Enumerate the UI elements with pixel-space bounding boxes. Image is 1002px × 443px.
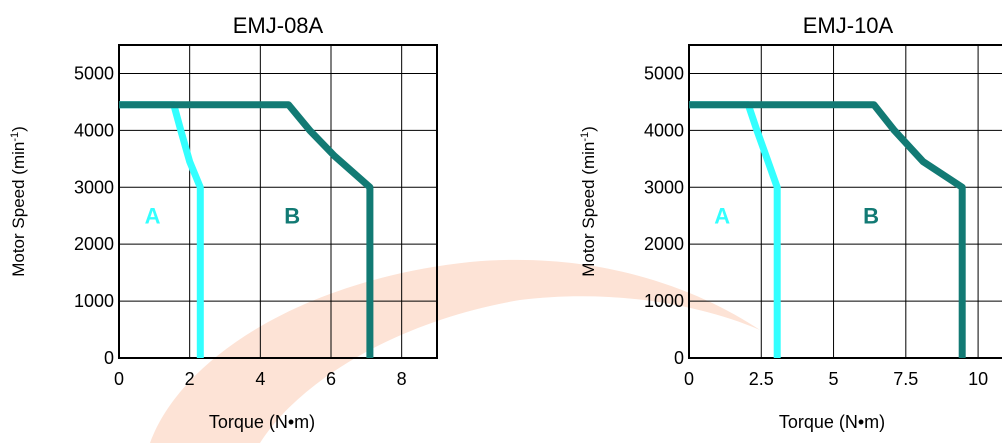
y-tick-label: 3000: [74, 177, 114, 197]
x-axis-label: Torque (N•m): [779, 412, 885, 432]
grid: [689, 45, 1002, 358]
y-tick-label: 0: [674, 348, 684, 368]
x-tick-label: 10: [968, 369, 988, 389]
y-tick-label: 5000: [644, 63, 684, 83]
series-label-b: B: [284, 204, 300, 229]
x-tick-labels: 0 2.5 5 7.5 10: [684, 369, 988, 389]
x-tick-label: 8: [397, 369, 407, 389]
x-tick-label: 0: [114, 369, 124, 389]
y-tick-label: 1000: [644, 291, 684, 311]
y-axis-label: Motor Speed (min-1): [9, 126, 28, 277]
x-tick-label: 4: [255, 369, 265, 389]
y-tick-label: 2000: [644, 234, 684, 254]
grid: [119, 45, 437, 358]
x-axis-label: Torque (N•m): [209, 412, 315, 432]
chart-title: EMJ-10A: [803, 13, 894, 38]
x-tick-labels: 0 2 4 6 8: [114, 369, 407, 389]
y-tick-label: 1000: [74, 291, 114, 311]
watermark-swoosh: [150, 259, 760, 443]
series-line-a: [119, 101, 204, 358]
x-tick-label: 7.5: [893, 369, 918, 389]
y-tick-label: 5000: [74, 63, 114, 83]
y-tick-label: 2000: [74, 234, 114, 254]
x-tick-label: 6: [326, 369, 336, 389]
series-label-a: A: [145, 204, 161, 229]
y-tick-labels: 0 1000 2000 3000 4000 5000: [644, 63, 684, 368]
y-tick-label: 4000: [74, 120, 114, 140]
series-line-b: [119, 101, 374, 358]
x-tick-label: 0: [684, 369, 694, 389]
series-line-a: [689, 101, 781, 358]
plot-frame: [688, 44, 1002, 359]
x-tick-label: 2: [185, 369, 195, 389]
x-tick-label: 5: [829, 369, 839, 389]
chart-title: EMJ-08A: [233, 13, 324, 38]
y-axis-label: Motor Speed (min-1): [579, 126, 598, 277]
x-tick-label: 2.5: [749, 369, 774, 389]
y-tick-labels: 0 1000 2000 3000 4000 5000: [74, 63, 114, 368]
series-label-a: A: [714, 204, 730, 229]
y-tick-label: 0: [104, 348, 114, 368]
series-line-b: [689, 101, 966, 358]
y-tick-label: 4000: [644, 120, 684, 140]
series-label-b: B: [863, 204, 879, 229]
plot-frame: [118, 44, 438, 359]
y-tick-label: 3000: [644, 177, 684, 197]
